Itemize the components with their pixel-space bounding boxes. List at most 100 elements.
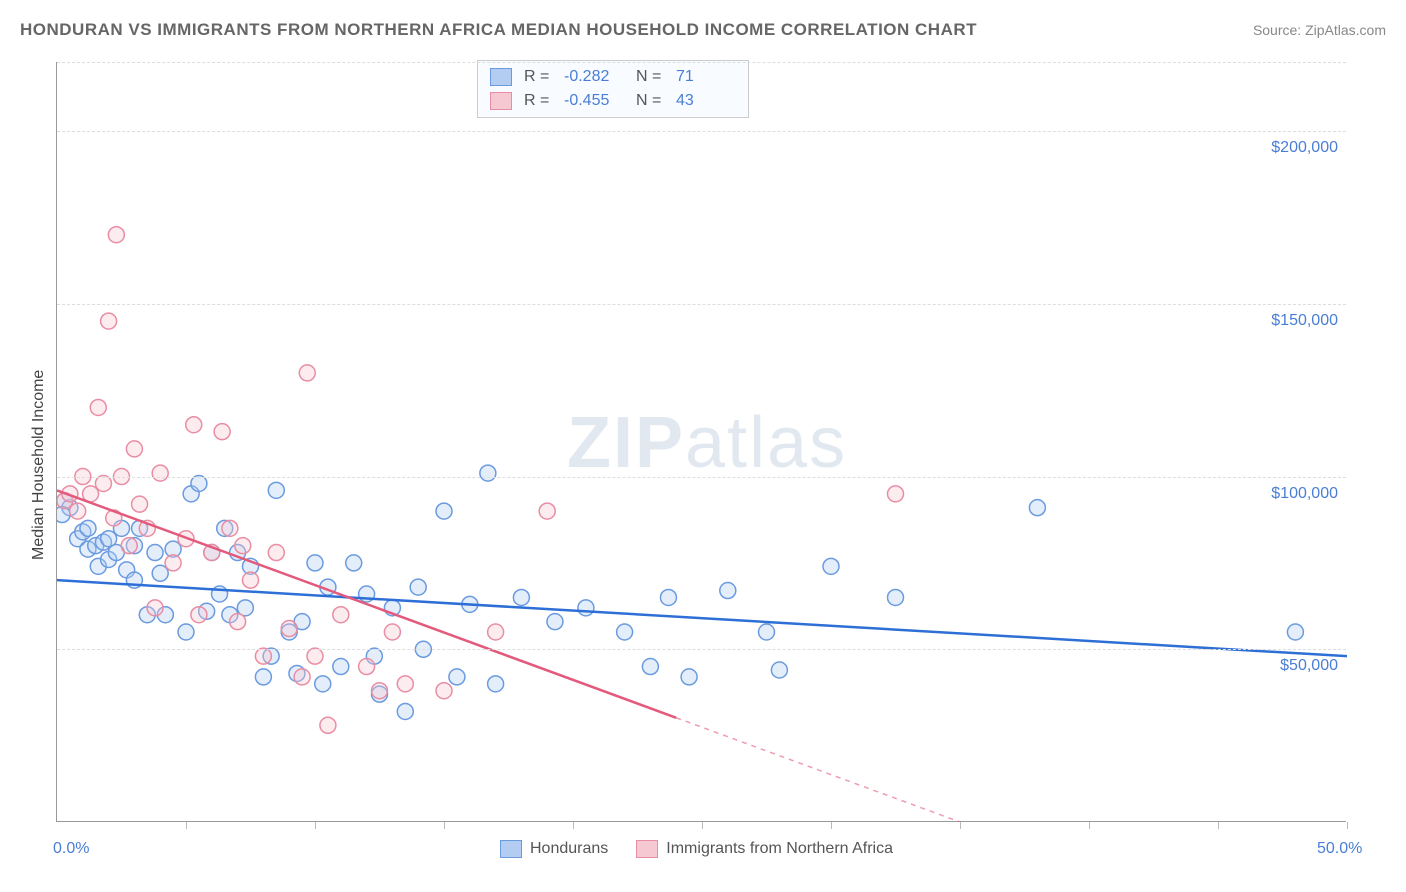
x-tick	[1089, 822, 1090, 829]
scatter-point	[243, 572, 259, 588]
trend-line	[57, 580, 1347, 656]
gridline-horizontal	[57, 477, 1346, 478]
scatter-point	[255, 648, 271, 664]
x-tick	[186, 822, 187, 829]
scatter-point	[346, 555, 362, 571]
gridline-horizontal	[57, 304, 1346, 305]
stat-label-r: R =	[524, 92, 552, 110]
legend-item: Immigrants from Northern Africa	[636, 840, 893, 858]
scatter-point	[681, 669, 697, 685]
gridline-horizontal	[57, 62, 1346, 63]
scatter-point	[539, 503, 555, 519]
scatter-point	[436, 503, 452, 519]
scatter-point	[480, 465, 496, 481]
scatter-point	[436, 683, 452, 699]
source-prefix: Source:	[1253, 22, 1305, 38]
chart-title: HONDURAN VS IMMIGRANTS FROM NORTHERN AFR…	[20, 20, 977, 40]
legend-swatch	[500, 840, 522, 858]
scatter-point	[108, 227, 124, 243]
scatter-point	[315, 676, 331, 692]
scatter-point	[397, 703, 413, 719]
scatter-point	[397, 676, 413, 692]
x-tick	[831, 822, 832, 829]
scatter-point	[70, 503, 86, 519]
scatter-point	[359, 659, 375, 675]
scatter-point	[255, 669, 271, 685]
scatter-point	[410, 579, 426, 595]
y-tick-label: $100,000	[1238, 485, 1338, 503]
scatter-point	[165, 555, 181, 571]
scatter-point	[547, 614, 563, 630]
scatter-point	[294, 669, 310, 685]
source-name: ZipAtlas.com	[1305, 22, 1386, 38]
series-legend: Hondurans Immigrants from Northern Africa	[500, 840, 893, 858]
scatter-point	[333, 659, 349, 675]
scatter-point	[268, 545, 284, 561]
scatter-point	[823, 558, 839, 574]
scatter-point	[126, 441, 142, 457]
trend-line-dashed	[676, 718, 960, 822]
scatter-point	[299, 365, 315, 381]
correlation-stats-legend: R =-0.282N =71R =-0.455N =43	[477, 60, 749, 118]
chart-plot-area: ZIPatlas R =-0.282N =71R =-0.455N =43 $5…	[56, 62, 1346, 822]
scatter-point	[771, 662, 787, 678]
scatter-point	[80, 520, 96, 536]
scatter-point	[888, 589, 904, 605]
source-label: Source: ZipAtlas.com	[1253, 22, 1386, 38]
scatter-point	[152, 465, 168, 481]
y-tick-label: $50,000	[1238, 657, 1338, 675]
y-tick-label: $200,000	[1238, 139, 1338, 157]
scatter-point	[191, 607, 207, 623]
scatter-point	[1029, 500, 1045, 516]
scatter-point	[147, 545, 163, 561]
scatter-point	[191, 475, 207, 491]
scatter-point	[488, 624, 504, 640]
scatter-point	[642, 659, 658, 675]
scatter-point	[186, 417, 202, 433]
scatter-point	[281, 621, 297, 637]
chart-svg	[57, 62, 1347, 822]
scatter-point	[147, 600, 163, 616]
scatter-point	[888, 486, 904, 502]
scatter-point	[101, 313, 117, 329]
stat-value-n: 43	[676, 92, 736, 110]
scatter-point	[121, 538, 137, 554]
header-bar: HONDURAN VS IMMIGRANTS FROM NORTHERN AFR…	[20, 20, 1386, 40]
scatter-point	[214, 424, 230, 440]
scatter-point	[488, 676, 504, 692]
scatter-point	[578, 600, 594, 616]
stat-label-r: R =	[524, 68, 552, 86]
x-tick-label: 50.0%	[1317, 840, 1362, 858]
stat-value-r: -0.455	[564, 92, 624, 110]
scatter-point	[95, 475, 111, 491]
scatter-point	[513, 589, 529, 605]
scatter-point	[132, 496, 148, 512]
scatter-point	[268, 482, 284, 498]
scatter-point	[720, 583, 736, 599]
x-tick	[1218, 822, 1219, 829]
legend-swatch	[490, 92, 512, 110]
x-tick	[573, 822, 574, 829]
stats-row: R =-0.455N =43	[490, 89, 736, 113]
scatter-point	[90, 399, 106, 415]
x-tick-label: 0.0%	[53, 840, 89, 858]
legend-swatch	[490, 68, 512, 86]
scatter-point	[1287, 624, 1303, 640]
stats-row: R = -0.282 N = 71	[490, 65, 736, 89]
scatter-point	[222, 520, 238, 536]
legend-item: Hondurans	[500, 840, 608, 858]
scatter-point	[333, 607, 349, 623]
stat-value-n: 71	[676, 68, 736, 86]
scatter-point	[235, 538, 251, 554]
stat-label-n: N =	[636, 68, 664, 86]
x-tick	[444, 822, 445, 829]
legend-swatch	[636, 840, 658, 858]
x-tick	[702, 822, 703, 829]
scatter-point	[178, 624, 194, 640]
x-tick	[960, 822, 961, 829]
y-axis-title: Median Household Income	[30, 370, 48, 560]
scatter-point	[307, 555, 323, 571]
scatter-point	[307, 648, 323, 664]
stat-value-r: -0.282	[564, 68, 624, 86]
legend-label: Hondurans	[530, 840, 608, 858]
